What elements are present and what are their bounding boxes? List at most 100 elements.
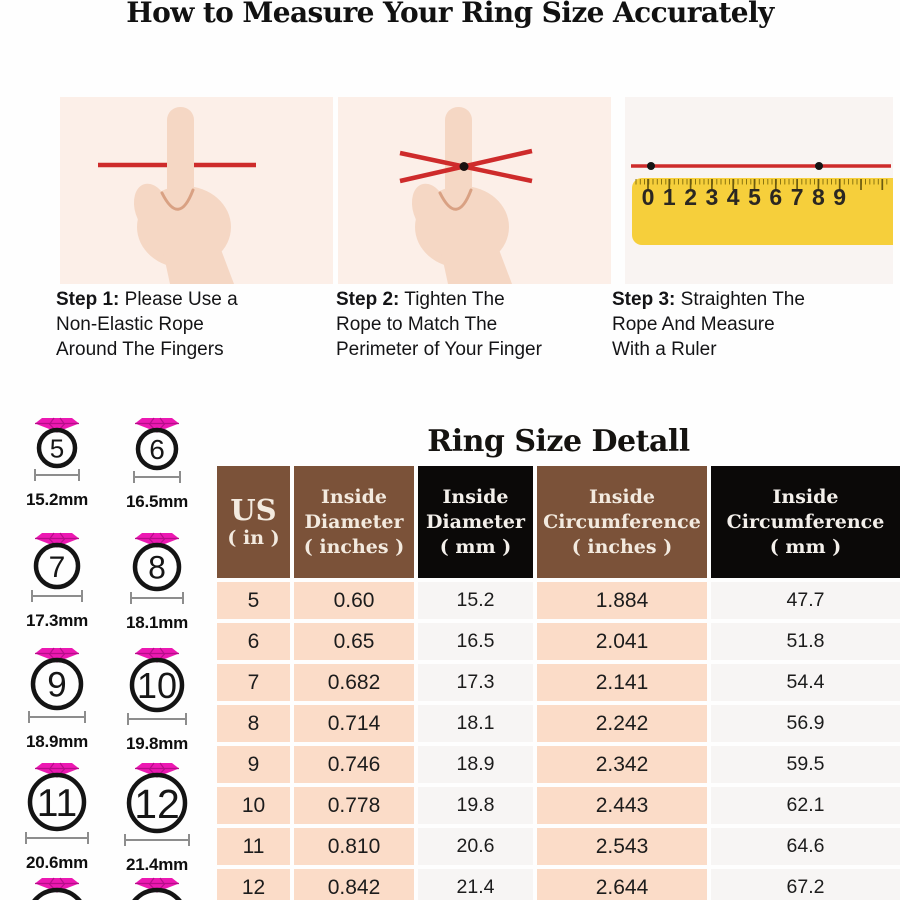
table-cell: 19.8 — [418, 787, 533, 824]
table-cell: 0.682 — [294, 664, 414, 701]
table-cell: 62.1 — [711, 787, 900, 824]
hand-icon — [126, 105, 236, 284]
table-cell: 0.810 — [294, 828, 414, 865]
ring-gauge-size: 9 — [47, 666, 66, 705]
rope-knot — [459, 162, 469, 171]
ruler-number: 0 — [642, 184, 655, 210]
step2-image — [338, 97, 611, 284]
ring-circle — [32, 887, 82, 900]
table-cell: 12 — [217, 869, 290, 900]
ring-gauge-8: 8 18.1mm — [109, 528, 205, 633]
ring-gauge-size: 5 — [50, 433, 64, 463]
table-cell: 0.746 — [294, 746, 414, 783]
ring-gauge-width-label: 18.9mm — [25, 732, 89, 751]
ring-gauge-width-label: 15.2mm — [25, 490, 89, 509]
table-cell: 2.041 — [537, 623, 707, 660]
table-cell: 5 — [217, 582, 290, 619]
table-header-1: Inside Diameter( inches ) — [294, 466, 414, 578]
table-cell: 67.2 — [711, 869, 900, 900]
step3-caption: Step 3: Straighten The Rope And Measure … — [612, 289, 805, 360]
table-cell: 15.2 — [418, 582, 533, 619]
diamond-icon — [35, 533, 79, 547]
diamond-icon — [35, 418, 79, 432]
diamond-icon — [135, 878, 179, 892]
ring-gauge-partial — [109, 873, 205, 900]
ring-circle — [126, 772, 188, 834]
ruler-number: 3 — [706, 184, 719, 210]
diamond-icon — [135, 763, 179, 777]
diamond-icon — [135, 533, 179, 547]
table-cell: 1.884 — [537, 582, 707, 619]
ring-gauge-size: 6 — [149, 434, 165, 465]
table-cell: 54.4 — [711, 664, 900, 701]
diamond-icon — [35, 878, 79, 892]
table-cell: 51.8 — [711, 623, 900, 660]
ruler-number: 4 — [727, 184, 740, 210]
ring-gauge-10: 10 19.8mm — [109, 643, 205, 754]
ring-gauge-5: 5 15.2mm — [9, 413, 105, 510]
table-cell: 11 — [217, 828, 290, 865]
ruler — [632, 178, 893, 245]
ring-gauge-size: 11 — [37, 782, 78, 825]
table-cell: 18.9 — [418, 746, 533, 783]
ruler-number: 7 — [791, 184, 804, 210]
ring-gauge-6: 6 16.5mm — [109, 413, 205, 512]
table-cell: 17.3 — [418, 664, 533, 701]
ring-circle — [33, 542, 81, 590]
table-cell: 10 — [217, 787, 290, 824]
ring-gauge-width-label: 21.4mm — [125, 855, 189, 874]
step2-label: Step 2: — [336, 289, 400, 310]
table-cell: 0.60 — [294, 582, 414, 619]
table-cell: 2.644 — [537, 869, 707, 900]
ring-gauge-11: 11 20.6mm — [9, 758, 105, 873]
ring-circle — [129, 657, 185, 713]
ring-circle — [36, 427, 78, 469]
table-cell: 21.4 — [418, 869, 533, 900]
table-cell: 6 — [217, 623, 290, 660]
table-cell: 0.714 — [294, 705, 414, 742]
ring-circle — [135, 427, 179, 471]
ring-gauge-width-label: 16.5mm — [125, 492, 189, 511]
table-header-2: Inside Diameter( mm ) — [418, 466, 533, 578]
ruler-number: 1 — [663, 184, 676, 210]
table-cell: 2.141 — [537, 664, 707, 701]
ring-gauge-size: 10 — [137, 665, 177, 706]
step1-label: Step 1: — [56, 289, 120, 310]
table-title: Ring Size Detall — [427, 424, 690, 459]
diamond-icon — [35, 648, 79, 662]
table-header-4: Inside Circumference( mm ) — [711, 466, 900, 578]
ring-circle — [132, 887, 182, 900]
table-cell: 2.443 — [537, 787, 707, 824]
table-cell: 2.242 — [537, 705, 707, 742]
table-header-3: Inside Circumference( inches ) — [537, 466, 707, 578]
ring-gauge-width-label: 18.1mm — [125, 613, 189, 632]
ring-circle — [132, 542, 182, 592]
table-cell: 9 — [217, 746, 290, 783]
table-cell: 0.842 — [294, 869, 414, 900]
step3-label: Step 3: — [612, 289, 676, 310]
table-cell: 20.6 — [418, 828, 533, 865]
table-cell: 64.6 — [711, 828, 900, 865]
ring-gauge-width-label: 20.6mm — [25, 853, 89, 872]
ring-gauge-9: 9 18.9mm — [9, 643, 105, 752]
table-cell: 7 — [217, 664, 290, 701]
ring-gauge-width-label: 17.3mm — [25, 611, 89, 630]
ruler-number: 9 — [833, 184, 846, 210]
ring-gauge-width-label: 19.8mm — [125, 734, 189, 753]
ring-circle — [30, 657, 84, 711]
ring-gauge-size: 12 — [134, 781, 180, 827]
ring-size-table: US( in ) Inside Diameter( inches ) Inside Di… — [217, 466, 900, 900]
rope-end-dot — [647, 162, 655, 170]
table-cell: 18.1 — [418, 705, 533, 742]
step1-image — [60, 97, 333, 284]
step2-caption: Step 2: Tighten The Rope to Match The Pe… — [336, 289, 542, 360]
table-cell: 2.543 — [537, 828, 707, 865]
hand-icon — [404, 105, 514, 284]
table-cell: 8 — [217, 705, 290, 742]
table-cell: 2.342 — [537, 746, 707, 783]
ring-gauge-size: 7 — [49, 551, 66, 584]
table-cell: 47.7 — [711, 582, 900, 619]
table-cell: 0.65 — [294, 623, 414, 660]
